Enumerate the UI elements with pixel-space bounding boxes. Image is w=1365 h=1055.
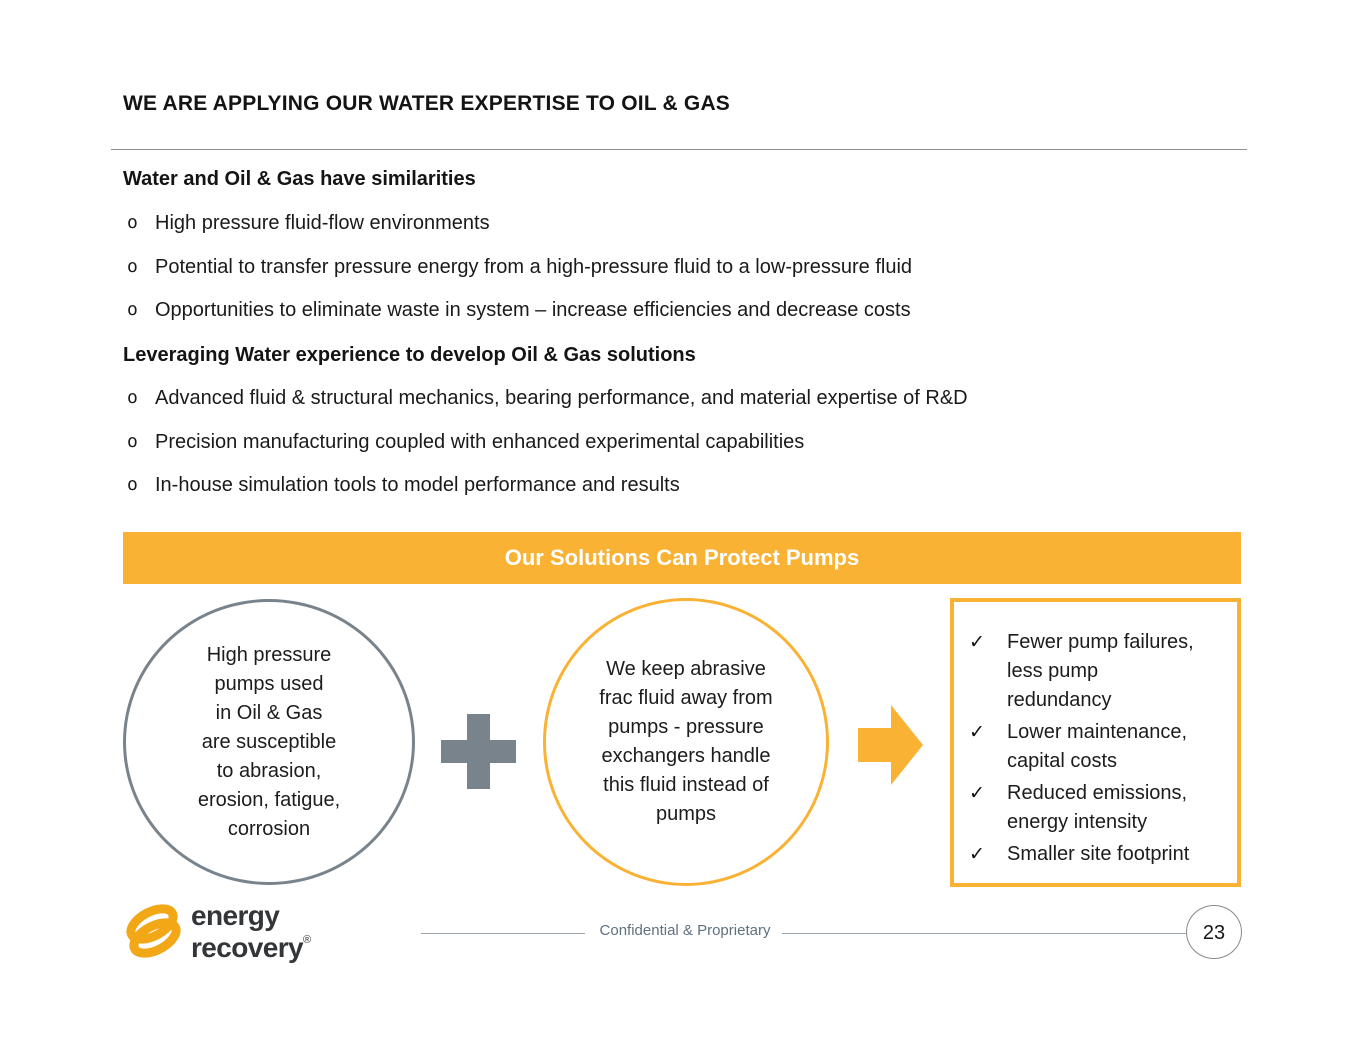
bullet-item: o Advanced fluid & structural mechanics,… bbox=[127, 385, 1247, 411]
benefit-text: Fewer pump failures, less pump redundanc… bbox=[1007, 631, 1194, 711]
bullet-marker: o bbox=[127, 299, 138, 320]
problem-circle: High pressure pumps used in Oil & Gas ar… bbox=[123, 599, 415, 885]
logo-wordmark: energy recovery® bbox=[191, 900, 391, 964]
bullet-marker: o bbox=[127, 474, 138, 495]
bullet-marker: o bbox=[127, 212, 138, 233]
confidential-label: Confidential & Proprietary bbox=[599, 922, 771, 939]
bullet-text: Potential to transfer pressure energy fr… bbox=[155, 256, 913, 278]
arrow-right-icon bbox=[858, 704, 924, 786]
bullet-marker: o bbox=[127, 387, 138, 408]
page-title: WE ARE APPLYING OUR WATER EXPERTISE TO O… bbox=[123, 92, 731, 115]
benefit-text: Smaller site footprint bbox=[1007, 843, 1190, 865]
checkmark-icon: ✓ bbox=[969, 844, 985, 865]
benefits-box: ✓ Fewer pump failures, less pump redunda… bbox=[950, 598, 1241, 887]
bullet-text: High pressure fluid-flow environments bbox=[155, 212, 490, 234]
company-logo: energy recovery® bbox=[121, 900, 391, 964]
registered-trademark-symbol: ® bbox=[302, 934, 311, 946]
checkmark-icon: ✓ bbox=[969, 783, 985, 804]
benefit-item: ✓ Reduced emissions, energy intensity bbox=[966, 779, 1229, 837]
benefit-text: Reduced emissions, energy intensity bbox=[1007, 782, 1188, 833]
banner-our-solutions: Our Solutions Can Protect Pumps bbox=[123, 532, 1241, 584]
solution-circle-text: We keep abrasive frac fluid away from pu… bbox=[599, 658, 773, 825]
bullet-item: o High pressure fluid-flow environments bbox=[127, 210, 1247, 236]
page-number-badge: 23 bbox=[1186, 905, 1242, 959]
bullet-marker: o bbox=[127, 256, 138, 277]
benefit-item: ✓ Lower maintenance, capital costs bbox=[966, 718, 1229, 776]
benefit-text: Lower maintenance, capital costs bbox=[1007, 721, 1188, 772]
checkmark-icon: ✓ bbox=[969, 722, 985, 743]
section-heading-similarities: Water and Oil & Gas have similarities bbox=[123, 168, 476, 190]
section-heading-leveraging: Leveraging Water experience to develop O… bbox=[123, 344, 696, 366]
footer-divider-right bbox=[782, 933, 1186, 934]
bullet-item: o Opportunities to eliminate waste in sy… bbox=[127, 297, 1247, 323]
footer-divider-left bbox=[421, 933, 585, 934]
bullet-item: o Potential to transfer pressure energy … bbox=[127, 254, 1247, 280]
bullet-item: o In-house simulation tools to model per… bbox=[127, 472, 1247, 498]
bullet-text: Precision manufacturing coupled with enh… bbox=[155, 431, 805, 453]
logo-wordmark-text: energy recovery bbox=[191, 900, 304, 963]
energy-recovery-logo-icon bbox=[121, 901, 187, 963]
title-divider bbox=[111, 149, 1247, 150]
solution-circle: We keep abrasive frac fluid away from pu… bbox=[543, 598, 829, 886]
benefit-item: ✓ Smaller site footprint bbox=[966, 840, 1229, 869]
bullet-item: o Precision manufacturing coupled with e… bbox=[127, 429, 1247, 455]
bullet-marker: o bbox=[127, 431, 138, 452]
bullet-text: Advanced fluid & structural mechanics, b… bbox=[155, 387, 968, 409]
bullet-text: Opportunities to eliminate waste in syst… bbox=[155, 299, 911, 321]
problem-circle-text: High pressure pumps used in Oil & Gas ar… bbox=[197, 643, 341, 840]
plus-icon bbox=[441, 714, 516, 789]
benefit-item: ✓ Fewer pump failures, less pump redunda… bbox=[966, 628, 1229, 715]
checkmark-icon: ✓ bbox=[969, 632, 985, 653]
bullet-text: In-house simulation tools to model perfo… bbox=[155, 474, 680, 496]
